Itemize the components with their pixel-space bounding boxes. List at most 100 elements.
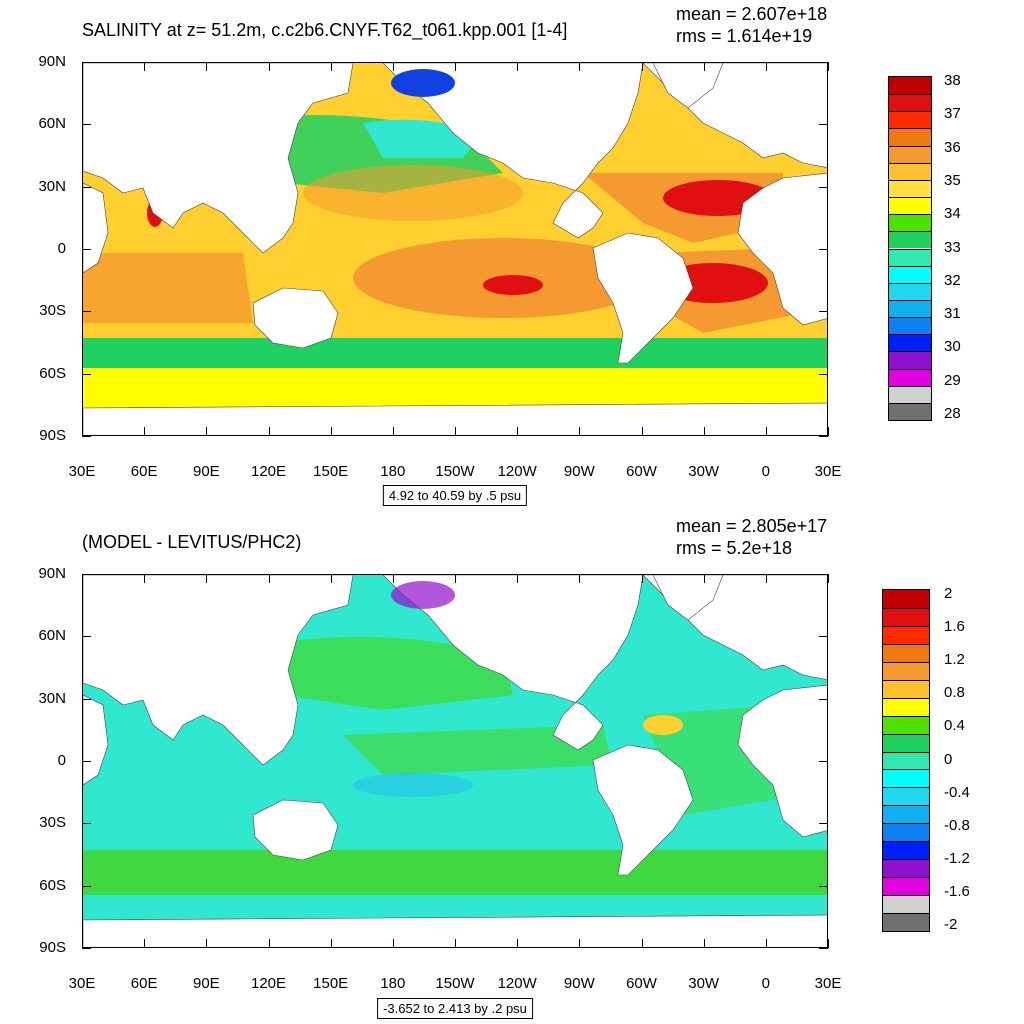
- southern-ocean-band: [83, 850, 827, 895]
- lon-tick-mark: [268, 574, 270, 583]
- lon-tick-label: 30E: [814, 463, 842, 480]
- lat-tick-label: 90S: [39, 427, 66, 444]
- salinity-panel: SALINITY at z= 51.2m, c.c2b6.CNYF.T62_t0…: [38, 4, 961, 506]
- lat-tick-mark: [82, 124, 91, 126]
- lon-tick-label: 120W: [497, 463, 537, 480]
- lon-tick-mark: [828, 939, 829, 948]
- lat-tick-mark: [82, 823, 91, 825]
- lat-tick-label: 30N: [38, 177, 66, 195]
- lon-tick-label: 150E: [313, 975, 349, 992]
- lon-tick-mark: [268, 427, 270, 436]
- lon-tick-mark: [330, 939, 332, 948]
- lon-tick-mark: [144, 62, 146, 71]
- lon-tick-mark: [828, 62, 829, 71]
- colorbar-swatch: [883, 859, 929, 878]
- southern-ocean-band: [83, 338, 827, 368]
- lon-tick-label: 150W: [435, 463, 475, 480]
- salinity-colorbar: [888, 76, 932, 421]
- lon-tick-mark: [392, 939, 394, 948]
- colorbar-label: 2: [944, 584, 953, 602]
- colorbar-label: 29: [944, 371, 961, 389]
- lat-tick-label: 90N: [38, 565, 66, 582]
- difference-panel: (MODEL - LEVITUS/PHC2) mean = 2.805e+17 …: [0, 512, 1024, 1024]
- lat-tick-label: 90S: [39, 939, 66, 956]
- colorbar-label: 30: [944, 338, 961, 356]
- colorbar-swatch: [889, 334, 931, 352]
- lon-tick-label: 60W: [626, 463, 657, 480]
- lat-tick-label: 30S: [39, 302, 66, 320]
- lon-tick-mark: [330, 62, 332, 71]
- lon-tick-mark: [455, 62, 456, 71]
- lat-tick-mark: [819, 761, 828, 762]
- colorbar-swatch: [883, 607, 929, 626]
- colorbar-swatch: [883, 625, 929, 644]
- lon-tick-mark: [82, 62, 83, 71]
- lat-tick-mark: [82, 436, 91, 437]
- lat-tick-label: 60S: [39, 876, 66, 894]
- lat-tick-label: 0: [57, 752, 66, 769]
- lon-tick-mark: [765, 62, 767, 71]
- lat-tick-mark: [819, 186, 828, 188]
- colorbar-swatch: [889, 351, 931, 369]
- lon-tick-mark: [641, 62, 643, 71]
- australia-land: [252, 287, 339, 349]
- colorbar-swatch: [883, 841, 929, 860]
- lon-tick-label: 180: [380, 975, 406, 992]
- colorbar-swatch: [883, 643, 929, 662]
- lat-tick-mark: [819, 823, 828, 825]
- lat-tick-mark: [82, 186, 91, 188]
- lat-tick-label: 30S: [39, 814, 66, 832]
- difference-title: (MODEL - LEVITUS/PHC2): [82, 532, 302, 552]
- lat-tick-mark: [819, 249, 828, 250]
- gulf-stream-anomaly: [643, 715, 683, 735]
- colorbar-label: 37: [944, 105, 961, 123]
- lon-tick-mark: [206, 62, 208, 71]
- lat-tick-mark: [82, 761, 91, 762]
- lat-tick-mark: [82, 62, 91, 63]
- colorbar-label: 33: [944, 238, 961, 256]
- difference-contour-range: -3.652 to 2.413 by .2 psu: [377, 998, 533, 1019]
- colorbar-label: 1.6: [944, 618, 965, 636]
- colorbar-swatch: [883, 715, 929, 734]
- difference-rms: rms = 5.2e+18: [676, 538, 793, 558]
- colorbar-swatch: [889, 402, 931, 420]
- lon-tick-mark: [765, 939, 767, 948]
- colorbar-label: 32: [944, 271, 961, 289]
- africa-land: [83, 684, 827, 838]
- difference-map: [82, 574, 828, 948]
- lat-tick-mark: [819, 436, 828, 437]
- north-america-land: [382, 63, 644, 239]
- colorbar-label: 0: [944, 750, 953, 768]
- south-america-land: [592, 744, 694, 876]
- lat-tick-mark: [82, 636, 91, 638]
- lon-tick-mark: [268, 939, 270, 948]
- colorbar-swatch: [889, 94, 931, 112]
- colorbar-swatch: [889, 317, 931, 335]
- colorbar-swatch: [883, 733, 929, 752]
- colorbar-swatch: [883, 823, 929, 842]
- colorbar-label: 38: [944, 71, 961, 89]
- lon-tick-mark: [641, 939, 643, 948]
- lon-tick-mark: [455, 574, 456, 583]
- lon-tick-label: 90W: [563, 975, 595, 992]
- colorbar-swatch: [889, 265, 931, 283]
- salinity-rms: rms = 1.614e+19: [676, 26, 813, 46]
- colorbar-swatch: [889, 77, 931, 95]
- lat-tick-mark: [819, 636, 828, 638]
- lon-tick-label: 60E: [130, 463, 158, 480]
- lon-tick-mark: [579, 427, 581, 436]
- africa-land: [83, 172, 827, 326]
- colorbar-label: 0.4: [944, 717, 965, 735]
- north-america-land: [382, 575, 644, 751]
- lon-tick-mark: [517, 427, 519, 436]
- lon-tick-label: 90E: [192, 975, 220, 992]
- lat-tick-mark: [82, 574, 91, 575]
- lat-tick-mark: [819, 311, 828, 313]
- south-america-land: [592, 232, 694, 364]
- lon-tick-mark: [206, 939, 208, 948]
- lon-tick-mark: [82, 574, 83, 583]
- salinity-map: [82, 62, 828, 436]
- lon-tick-mark: [703, 939, 705, 948]
- lon-tick-label: 120W: [497, 975, 537, 992]
- lat-tick-label: 60N: [38, 627, 66, 645]
